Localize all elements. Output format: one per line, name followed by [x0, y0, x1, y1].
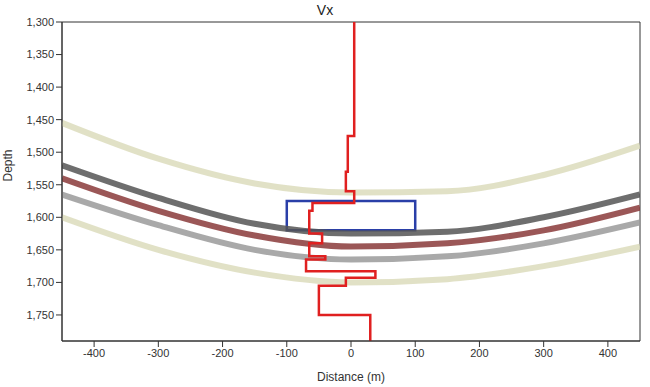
svg-text:400: 400 — [599, 347, 617, 359]
svg-text:-200: -200 — [212, 347, 234, 359]
svg-text:-400: -400 — [83, 347, 105, 359]
svg-text:1,600: 1,600 — [26, 211, 54, 223]
svg-text:1,650: 1,650 — [26, 244, 54, 256]
svg-text:1,400: 1,400 — [26, 81, 54, 93]
svg-text:Depth: Depth — [1, 149, 15, 181]
svg-text:100: 100 — [406, 347, 424, 359]
svg-text:1,450: 1,450 — [26, 114, 54, 126]
svg-text:Distance (m): Distance (m) — [317, 370, 385, 384]
svg-text:1,350: 1,350 — [26, 48, 54, 60]
svg-text:1,550: 1,550 — [26, 179, 54, 191]
svg-text:300: 300 — [534, 347, 552, 359]
svg-text:1,500: 1,500 — [26, 146, 54, 158]
html-text:Vx: Vx — [316, 2, 334, 18]
svg-text:-300: -300 — [147, 347, 169, 359]
svg-text:0: 0 — [348, 347, 354, 359]
svg-text:-100: -100 — [276, 347, 298, 359]
svg-text:1,700: 1,700 — [26, 276, 54, 288]
svg-text:1,750: 1,750 — [26, 309, 54, 321]
svg-text:1,300: 1,300 — [26, 16, 54, 28]
svg-text:200: 200 — [470, 347, 488, 359]
